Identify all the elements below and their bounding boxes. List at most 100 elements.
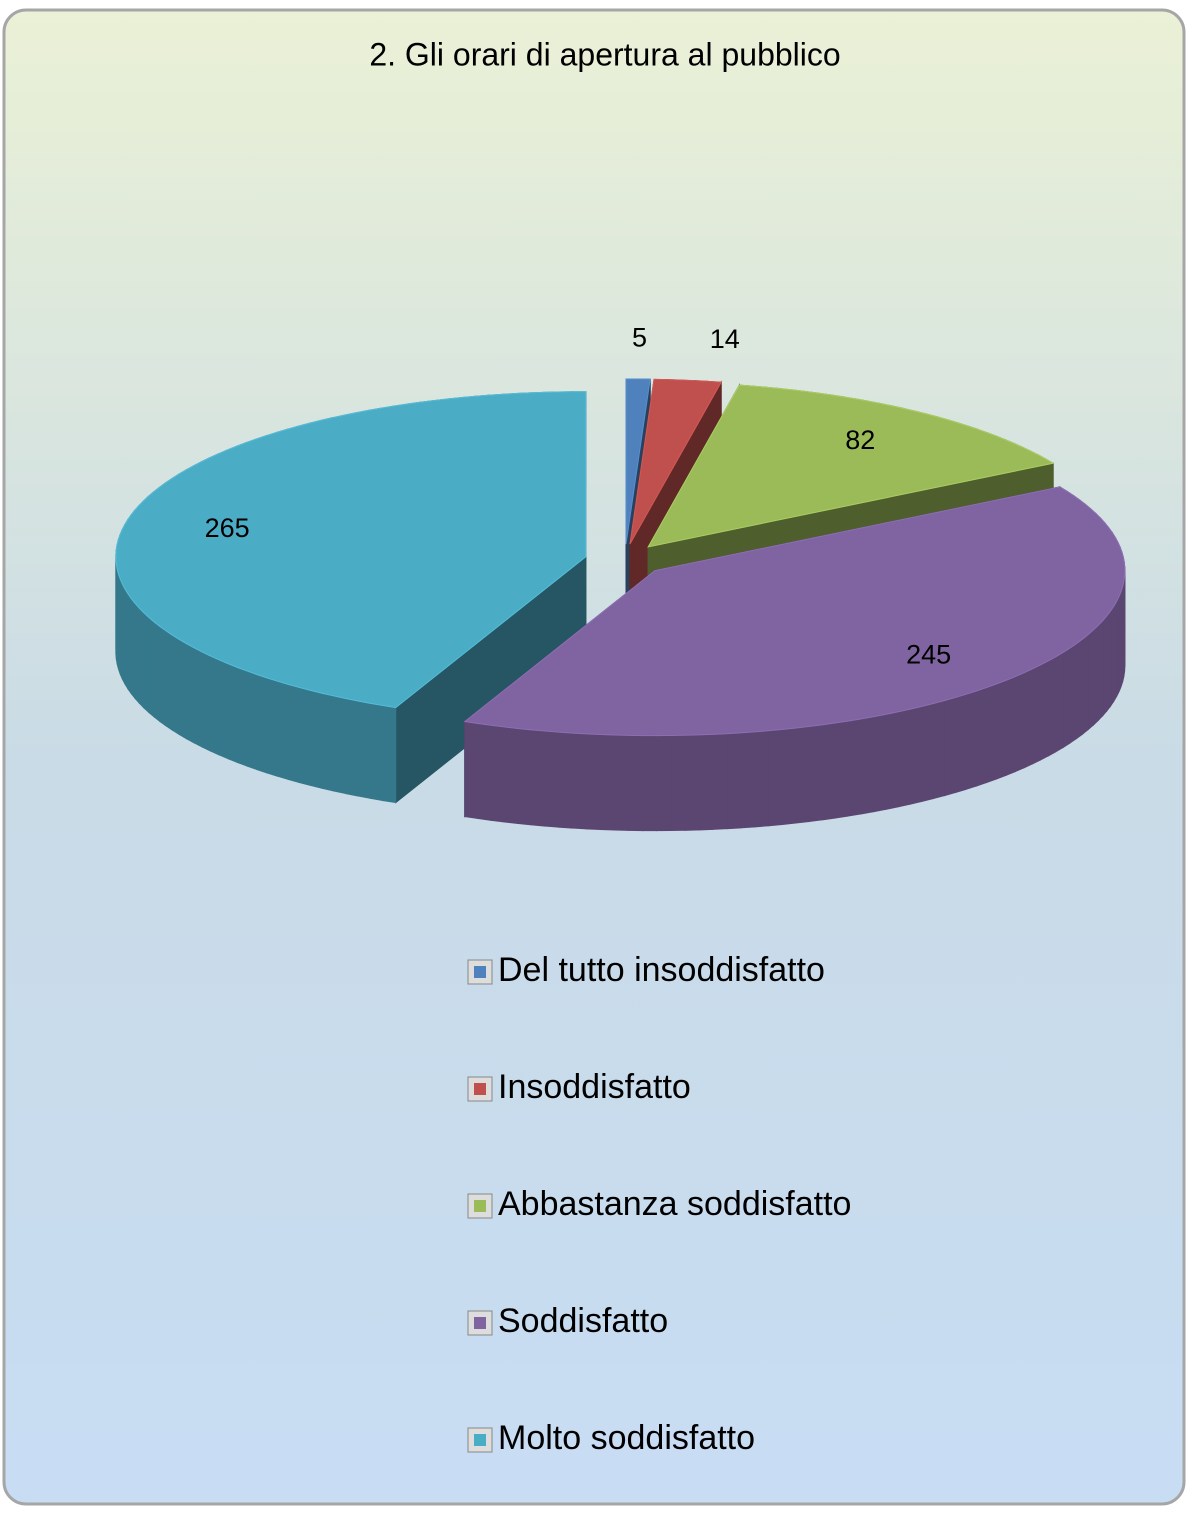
slice-side xyxy=(795,727,808,824)
slice-side xyxy=(545,731,559,827)
slice-side xyxy=(257,674,267,772)
slice-side xyxy=(671,735,685,830)
slice-side xyxy=(685,735,699,830)
slice-side xyxy=(782,728,796,824)
slice-side xyxy=(277,681,288,779)
slice-side xyxy=(768,730,782,826)
data-label: 14 xyxy=(710,324,740,354)
slice-side xyxy=(754,731,768,827)
slice-side xyxy=(727,733,741,829)
slice-side xyxy=(822,723,835,820)
data-label: 265 xyxy=(205,513,250,543)
slice-side xyxy=(1093,625,1098,725)
slice-side xyxy=(1056,652,1063,751)
slice-side xyxy=(848,719,861,816)
slice-side xyxy=(1107,611,1111,711)
slice-side xyxy=(1063,648,1070,747)
slice-side xyxy=(1033,665,1041,764)
slice-side xyxy=(572,733,586,829)
slice-side xyxy=(944,698,955,796)
slice-side xyxy=(267,678,277,776)
slice-side xyxy=(194,648,202,747)
slice-side xyxy=(210,656,219,755)
slice-side xyxy=(558,732,572,828)
slice-side xyxy=(202,652,210,751)
slice-side xyxy=(322,693,334,791)
slice-side xyxy=(531,730,545,826)
slice-side xyxy=(976,688,986,786)
slice-side xyxy=(1098,621,1102,721)
data-label: 5 xyxy=(632,322,647,352)
slice-side xyxy=(898,709,910,807)
slice-side xyxy=(642,736,656,831)
slice-side xyxy=(1015,673,1024,772)
slice-side xyxy=(237,667,247,766)
slice-side xyxy=(1049,657,1057,756)
slice-side xyxy=(1006,677,1015,776)
slice-side xyxy=(1070,644,1076,743)
slice-side xyxy=(383,706,396,803)
data-label: 245 xyxy=(906,639,951,669)
slice-side xyxy=(861,717,874,814)
legend-label: Molto soddisfatto xyxy=(498,1419,755,1457)
slice-side xyxy=(179,639,186,738)
slice-side xyxy=(310,690,322,788)
slice-side xyxy=(886,712,898,809)
slice-side xyxy=(933,701,944,799)
slice-side xyxy=(1041,661,1049,760)
data-label: 82 xyxy=(845,425,875,455)
slice-side xyxy=(128,594,131,694)
slice-side xyxy=(1024,669,1033,768)
legend-label: Soddisfatto xyxy=(498,1302,668,1340)
slice-side xyxy=(139,608,144,708)
slice-side xyxy=(491,725,504,822)
slice-side xyxy=(873,714,885,811)
slice-side xyxy=(346,699,358,796)
slice-side xyxy=(478,723,491,820)
slice-side xyxy=(1077,639,1083,738)
slice-side xyxy=(518,728,532,824)
slice-side xyxy=(160,626,166,725)
slice-side xyxy=(996,680,1006,779)
slice-side xyxy=(154,622,160,722)
slice-side xyxy=(149,617,154,717)
slice-side xyxy=(835,721,848,818)
slice-side xyxy=(247,671,257,770)
slice-side xyxy=(955,694,966,792)
slice-side xyxy=(334,696,346,794)
slice-side xyxy=(809,725,822,822)
slice-side xyxy=(966,691,976,789)
slice-side xyxy=(922,704,933,802)
slice-side xyxy=(741,732,755,828)
legend-swatch-inner xyxy=(474,1317,486,1329)
legend-swatch-inner xyxy=(474,1200,486,1212)
slice-side xyxy=(144,613,149,713)
slice-side xyxy=(504,727,517,824)
slice-side xyxy=(219,660,228,759)
slice-side xyxy=(228,664,237,763)
slice-side xyxy=(1103,616,1107,716)
slice-side xyxy=(465,722,478,819)
legend-label: Abbastanza soddisfatto xyxy=(498,1185,851,1223)
slice-side xyxy=(172,635,179,734)
slice-side xyxy=(135,603,139,703)
slice-side xyxy=(358,701,370,798)
slice-side xyxy=(131,598,135,698)
slice-side xyxy=(166,631,173,730)
slice-side xyxy=(586,734,600,830)
slice-side xyxy=(187,644,195,743)
legend-swatch-inner xyxy=(474,1434,486,1446)
legend-label: Insoddisfatto xyxy=(498,1068,691,1106)
slice-side xyxy=(299,687,310,785)
slice-side xyxy=(986,684,996,783)
legend-swatch-inner xyxy=(474,966,486,978)
slice-side xyxy=(656,736,670,831)
slice-side xyxy=(628,735,642,830)
slice-side xyxy=(1083,635,1089,735)
slice-side xyxy=(699,734,713,830)
slice-side xyxy=(910,707,922,805)
slice-side xyxy=(713,734,727,830)
slice-side xyxy=(614,735,628,830)
slice-side xyxy=(370,703,383,800)
